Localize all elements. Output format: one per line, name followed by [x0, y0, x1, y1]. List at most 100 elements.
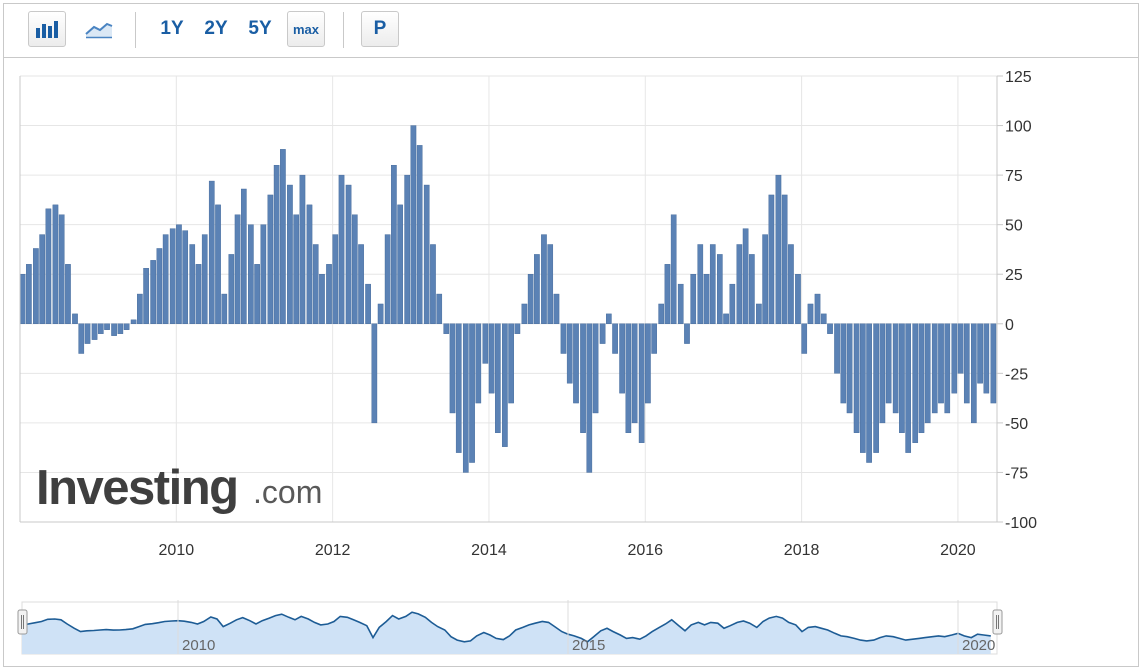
bars — [19, 125, 997, 473]
bar — [801, 323, 808, 354]
bar — [736, 244, 743, 324]
y-tick-label: 125 — [1005, 69, 1032, 86]
bar — [670, 214, 677, 324]
bar — [33, 248, 39, 324]
y-tick-label: -75 — [1005, 465, 1028, 482]
bar — [899, 323, 905, 433]
bar — [912, 323, 919, 443]
y-tick-label: 25 — [1005, 267, 1023, 284]
chart-area: 125 100 75 50 25 0 -25 -50 -75 -100 2010 2012 2014 20… — [17, 69, 1037, 655]
bar — [260, 224, 267, 324]
bar — [423, 184, 430, 324]
navigator[interactable]: 2010 2015 2020 — [17, 600, 1003, 655]
bar — [384, 234, 391, 324]
navigator-line — [21, 611, 991, 643]
chart-widget: 1Y 2Y 5Y max P 125 100 75 50 25 0 -25 -50 -75 -10… — [3, 3, 1139, 667]
navigator-left-handle[interactable] — [17, 609, 28, 635]
bar — [586, 323, 593, 473]
bar — [619, 323, 625, 394]
bar — [397, 204, 403, 324]
bar — [514, 323, 521, 334]
bar — [638, 323, 645, 443]
bar — [338, 174, 345, 324]
navigator-tick-label: 2015 — [572, 637, 605, 654]
bar — [39, 234, 45, 324]
y-tick-label: -50 — [1005, 416, 1028, 433]
bar-chart-icon — [36, 21, 58, 38]
range-1y-button[interactable]: 1Y — [160, 18, 184, 39]
bar — [606, 313, 612, 324]
bar — [931, 323, 938, 414]
bar — [365, 283, 371, 324]
bar — [143, 268, 149, 324]
x-tick-label: 2014 — [471, 542, 507, 559]
navigator-tick-label: 2010 — [182, 637, 215, 654]
bar — [469, 323, 475, 463]
watermark-brand: Investing — [36, 461, 238, 515]
range-5y-button[interactable]: 5Y — [248, 18, 272, 39]
bar — [729, 283, 736, 324]
bar — [938, 323, 944, 404]
x-tick-label: 2018 — [784, 542, 820, 559]
bar — [631, 323, 638, 424]
bar — [866, 323, 872, 463]
bar — [195, 264, 202, 324]
line-chart-button[interactable] — [80, 11, 118, 47]
p-button[interactable]: P — [361, 11, 399, 47]
bar — [410, 125, 417, 324]
bar — [306, 204, 313, 324]
bar — [807, 303, 814, 324]
bar — [65, 264, 71, 324]
navigator-right-handle[interactable] — [992, 609, 1003, 635]
y-tick-label: 75 — [1005, 168, 1023, 185]
range-max-button[interactable]: max — [287, 11, 325, 47]
bar — [599, 323, 606, 344]
bar — [234, 214, 241, 324]
bar — [834, 323, 840, 374]
bar — [645, 323, 651, 404]
bar — [723, 313, 729, 324]
bar — [416, 145, 423, 324]
bar — [52, 204, 59, 324]
bar — [892, 323, 899, 414]
bar — [443, 323, 450, 334]
bar — [820, 313, 827, 324]
bar — [299, 174, 306, 324]
bar — [527, 274, 534, 324]
bar — [541, 234, 547, 324]
bar — [208, 180, 215, 324]
bar — [97, 323, 104, 334]
bar — [742, 228, 749, 324]
bar — [502, 323, 508, 447]
bar — [775, 174, 782, 324]
bar — [150, 260, 156, 324]
y-tick-label: 0 — [1005, 317, 1014, 334]
bar — [924, 323, 931, 424]
bar — [156, 248, 163, 324]
bar — [560, 323, 567, 354]
bar — [781, 194, 788, 324]
bar — [547, 244, 554, 324]
bar — [293, 214, 300, 324]
bar — [521, 303, 528, 324]
bar — [840, 323, 847, 404]
bar — [508, 323, 514, 404]
y-tick-label: 50 — [1005, 218, 1023, 235]
line-chart-icon — [85, 22, 113, 39]
bar-chart-button[interactable] — [28, 11, 66, 47]
bar — [26, 264, 32, 324]
chart-toolbar: 1Y 2Y 5Y max P — [4, 4, 1138, 58]
bar — [580, 323, 586, 433]
bar — [612, 323, 618, 354]
bar — [377, 303, 384, 324]
range-2y-button[interactable]: 2Y — [204, 18, 228, 39]
bar — [391, 164, 397, 324]
bar — [475, 323, 482, 404]
bar — [84, 323, 91, 344]
navigator-tick-label: 2020 — [962, 637, 995, 654]
bar — [592, 323, 599, 414]
bar — [846, 323, 853, 414]
bar — [885, 323, 892, 404]
bar — [873, 323, 879, 453]
toolbar-separator — [343, 12, 344, 48]
